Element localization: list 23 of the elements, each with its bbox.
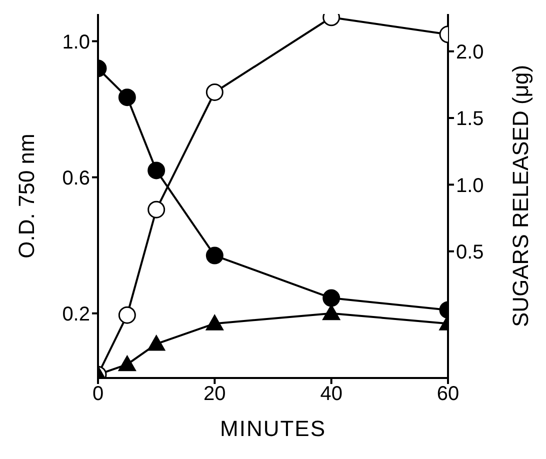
point [148, 335, 166, 351]
y2-tick-label: 1.5 [456, 108, 484, 130]
x-tick-label: 60 [436, 383, 460, 406]
point [148, 162, 166, 180]
y2-tick-label: 2.0 [456, 41, 484, 64]
point [206, 246, 224, 264]
point [148, 200, 166, 218]
point [206, 314, 224, 330]
y-tick-label: 0.2 [62, 303, 90, 326]
y2-tick-label: 1.0 [456, 174, 484, 197]
x-tick-label: 20 [204, 383, 226, 406]
point [206, 83, 224, 101]
x-tick-label: 0 [92, 383, 104, 406]
y2-tick-label: 0.5 [456, 241, 484, 264]
y-tick-label: 0.6 [62, 167, 90, 190]
x-tick-label: 40 [320, 383, 342, 406]
y2-axis-title: SUGARS RELEASED (μg) [508, 64, 533, 328]
point [118, 88, 136, 106]
y-axis-title: O.D. 750 nm [14, 134, 39, 258]
y-tick-label: 1.0 [62, 31, 90, 54]
point [118, 356, 136, 372]
x-axis-title: MINUTES [220, 416, 326, 441]
point [118, 306, 136, 324]
